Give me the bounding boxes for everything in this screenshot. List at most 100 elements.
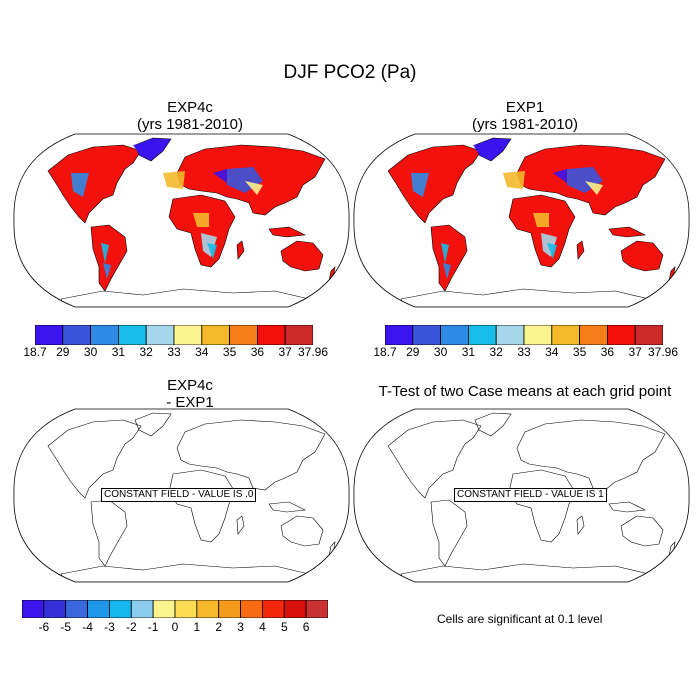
colorbar-swatch: [174, 600, 198, 618]
colorbar-tick-label: 36: [250, 345, 265, 359]
colorbar-swatch: [35, 325, 64, 345]
landmass-greenland: [134, 412, 172, 437]
colorbar-tick-label: 29: [406, 345, 420, 359]
colorbar-swatch: [283, 600, 307, 618]
colorbar-tick-label: 37.96: [297, 345, 329, 359]
colorbar-swatch: [305, 600, 328, 618]
colorbar-swatch: [256, 325, 286, 345]
landmass-indonesia: [608, 501, 647, 513]
landmass-africa: [168, 469, 236, 543]
colorbar-tick-label: 18.7: [373, 345, 397, 359]
colorbar-tick-label: -6: [38, 620, 50, 634]
colorbar-swatch: [240, 600, 263, 618]
colorbar-swatch: [495, 325, 525, 345]
landmass-indonesia: [268, 501, 307, 513]
field-patch: [503, 171, 525, 189]
landmass-madagascar: [236, 240, 245, 260]
field-patch: [533, 213, 549, 227]
field-patch: [441, 243, 449, 263]
landmass-madagascar: [576, 515, 585, 535]
landmass-south-america: [90, 224, 128, 292]
colorbar-tick-label: 32: [139, 345, 153, 359]
landmass-africa: [168, 194, 236, 268]
panel1-title-line2: (yrs 1981-2010): [137, 116, 243, 133]
colorbar-swatch: [218, 600, 241, 618]
colorbar-tick-label: -2: [125, 620, 137, 634]
colorbar-tick-label: 32: [489, 345, 503, 359]
colorbar-swatch: [284, 325, 313, 345]
landmass-south-america: [430, 499, 468, 567]
colorbar-swatch: [440, 325, 469, 345]
panel4-title: T-Test of two Case means at each grid po…: [355, 383, 695, 400]
landmass-north-america: [387, 419, 482, 499]
panel3-title-line2: - EXP1: [166, 394, 214, 411]
colorbar-tick-label: 4: [259, 620, 266, 634]
field-patch: [213, 169, 227, 183]
landmass-antarctica: [60, 563, 310, 582]
landmass-indonesia: [268, 226, 307, 238]
colorbar-swatch: [62, 325, 91, 345]
colorbar-swatch: [90, 325, 119, 345]
colorbar-swatch: [229, 325, 258, 345]
field-patch: [207, 243, 217, 259]
landmass-south-america: [430, 224, 468, 292]
colorbar-swatch: [87, 600, 110, 618]
landmass-south-america: [90, 499, 128, 567]
landmass-north-america: [387, 144, 482, 224]
constant-field-label-ttest: CONSTANT FIELD - VALUE IS 1: [454, 488, 607, 502]
figure-title: DJF PCO2 (Pa): [283, 62, 417, 83]
colorbar-tick-label: 37: [278, 345, 292, 359]
colorbar-swatch: [468, 325, 497, 345]
field-patch: [71, 173, 89, 197]
map-border: [353, 133, 690, 308]
colorbar-swatch: [523, 325, 553, 345]
colorbar-swatch: [65, 600, 88, 618]
landmass-north-america: [47, 144, 142, 224]
field-patch: [163, 171, 185, 189]
colorbar-exp4c: [35, 325, 313, 345]
colorbar-swatch: [130, 600, 154, 618]
panel3-title: EXP4c - EXP1: [40, 377, 340, 411]
field-patch: [443, 263, 451, 279]
colorbar-tick-label: 34: [545, 345, 559, 359]
field-patch: [133, 141, 159, 157]
colorbar-tick-label: 30: [433, 345, 448, 359]
landmass-eurasia: [176, 419, 326, 491]
landmass-indonesia: [608, 226, 647, 238]
colorbar-tick-label: 2: [215, 620, 223, 634]
colorbar-tick-label: 29: [56, 345, 70, 359]
map-border: [13, 408, 350, 583]
landmass-madagascar: [576, 240, 585, 260]
colorbar-tick-label: 35: [572, 345, 587, 359]
significance-note: Cells are significant at 0.1 level: [437, 612, 603, 626]
colorbar-swatch: [579, 325, 608, 345]
colorbar-tick-label: 37.96: [647, 345, 679, 359]
panel2-title-line1: EXP1: [505, 99, 545, 116]
map-border: [353, 408, 690, 583]
panel2-title: EXP1 (yrs 1981-2010): [375, 99, 675, 133]
field-patch: [585, 181, 603, 195]
landmass-africa: [508, 469, 576, 543]
colorbar-exp1: [385, 325, 663, 345]
constant-field-label-difference: CONSTANT FIELD - VALUE IS .0: [101, 488, 257, 502]
landmass-antarctica: [60, 288, 310, 307]
landmass-australia: [620, 515, 664, 547]
colorbar-swatch: [152, 600, 176, 618]
field-patch: [193, 213, 209, 227]
colorbar-tick-label: 5: [280, 620, 288, 634]
landmass-australia: [280, 515, 324, 547]
map-panel-exp4c: [13, 133, 350, 308]
colorbar-tick-label: 1: [193, 620, 201, 634]
landmass-australia: [280, 240, 324, 272]
field-patch: [245, 181, 263, 195]
panel2-title-line2: (yrs 1981-2010): [472, 116, 578, 133]
colorbar-swatch: [606, 325, 636, 345]
colorbar-swatch: [262, 600, 285, 618]
colorbar-tick-label: -1: [147, 620, 159, 634]
landmass-australia: [620, 240, 664, 272]
colorbar-swatch: [173, 325, 203, 345]
colorbar-tick-label: -5: [60, 620, 72, 634]
colorbar-tick-label: 18.7: [23, 345, 47, 359]
landmass-antarctica: [400, 563, 650, 582]
panel1-title-line1: EXP4c: [167, 99, 213, 116]
